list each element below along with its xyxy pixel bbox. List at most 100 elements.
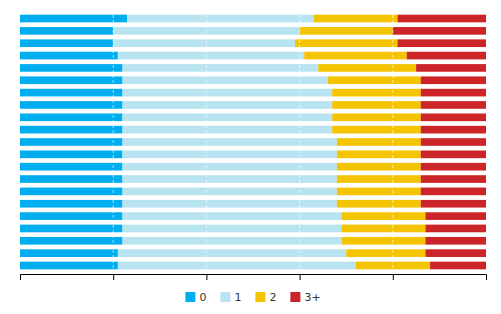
bar-segment [421,89,486,97]
bar-segment [20,237,123,245]
legend-label: 1 [234,291,241,304]
grid [113,10,393,274]
bar-segment [123,138,337,146]
bar-segment [123,89,333,97]
bar-segment [332,126,421,134]
bar-segment [20,212,123,220]
bar-segment [123,212,342,220]
bar-segment [328,76,421,84]
bars [20,15,486,270]
tick [300,274,301,280]
bar-segment [20,151,123,159]
bar-segment [337,151,421,159]
bar-segment [20,89,123,97]
legend-label: 2 [269,291,276,304]
bar-segment [20,27,113,35]
bar-segment [421,76,486,84]
tick-mark [300,274,301,280]
bar-segment [118,262,356,270]
bar-segment [113,39,295,47]
legend-swatch [255,292,265,302]
bar-segment [397,39,486,47]
bar-segment [421,188,486,196]
bar-segment [123,175,337,183]
bar-segment [314,15,398,23]
bar-segment [20,76,123,84]
bar-segment [337,175,421,183]
tick [113,274,114,280]
series [393,15,486,270]
legend-item: 1 [220,291,241,304]
series [20,15,127,270]
bar-segment [425,225,486,233]
legend-item: 3+ [290,291,320,304]
bar-segment [430,262,486,270]
bar-segment [20,52,118,60]
bar-segment [318,64,416,72]
bar-segment [342,237,426,245]
legend-swatch [220,292,230,302]
bar-segment [421,175,486,183]
bar-segment [123,225,342,233]
legend: 0 1 2 3+ [185,291,320,304]
grid-line [206,10,207,274]
bar-segment [123,126,333,134]
bar-segment [421,138,486,146]
tick [393,274,394,280]
bar-segment [20,39,113,47]
chart-svg: 0 1 2 3+ [0,0,501,314]
grid-line [392,10,393,274]
bar-segment [20,15,127,23]
bar-segment [393,27,486,35]
bar-segment [123,113,333,121]
bar-segment [346,249,425,257]
bar-segment [332,113,421,121]
bar-segment [20,163,123,171]
grid-line [299,10,300,274]
tick-mark [393,274,394,280]
bar-segment [123,200,337,208]
bar-segment [337,138,421,146]
tick-mark [113,274,114,280]
bar-segment [416,64,486,72]
bar-segment [123,188,337,196]
legend-swatch [290,292,300,302]
x-axis [21,274,487,280]
bar-segment [332,89,421,97]
bar-segment [20,262,118,270]
bar-segment [337,188,421,196]
tick-mark [206,274,207,280]
chart-container: 0 1 2 3+ [0,0,501,314]
bar-segment [20,200,123,208]
legend-swatch [185,292,195,302]
bar-segment [20,64,123,72]
bar-segment [123,101,333,109]
legend-item: 0 [185,291,206,304]
bar-segment [123,64,319,72]
bar-segment [123,237,342,245]
bar-segment [407,52,486,60]
bar-segment [123,163,337,171]
bar-segment [421,113,486,121]
bar-segment [425,249,486,257]
tick [206,274,207,280]
bar-segment [421,200,486,208]
bar-segment [332,101,421,109]
bar-segment [300,27,393,35]
bar-segment [20,188,123,196]
axis-line [21,275,487,281]
bar-segment [425,212,486,220]
bar-segment [118,52,304,60]
bar-segment [295,39,398,47]
bar-segment [342,212,426,220]
legend-label: 0 [199,291,206,304]
bar-segment [20,175,123,183]
bar-segment [337,163,421,171]
bar-segment [20,225,123,233]
bar-segment [337,200,421,208]
bar-segment [127,15,313,23]
bar-segment [20,101,123,109]
bar-segment [20,249,118,257]
bar-segment [20,126,123,134]
bar-segment [421,151,486,159]
